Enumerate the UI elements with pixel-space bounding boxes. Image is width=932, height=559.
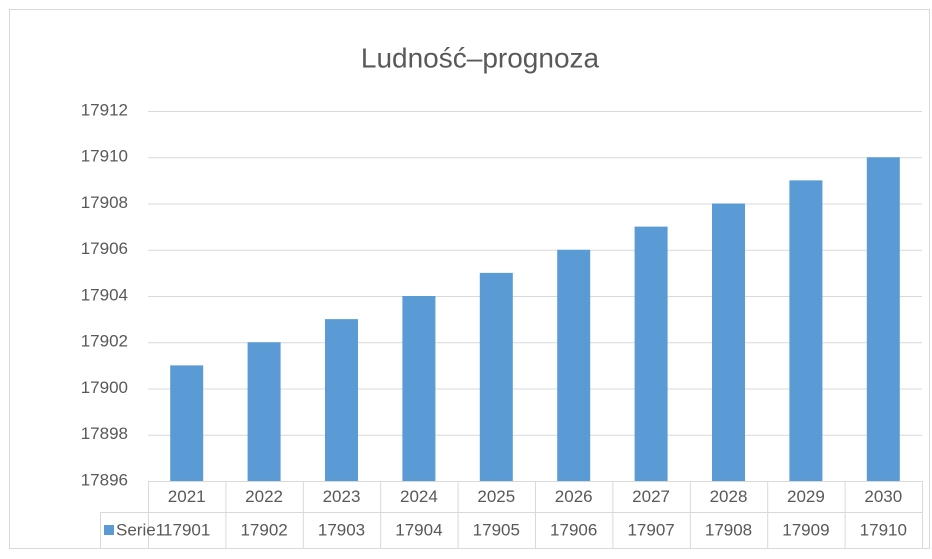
x-tick-label: 2025	[477, 487, 515, 506]
bar	[325, 319, 358, 481]
y-tick-label: 17910	[81, 147, 128, 166]
table-value: 17901	[163, 520, 210, 539]
table-value: 17902	[240, 520, 287, 539]
bar	[557, 249, 591, 481]
bar	[402, 296, 436, 481]
y-tick-label: 17912	[81, 100, 128, 119]
y-tick-label: 17908	[81, 193, 128, 212]
table-value: 17905	[473, 520, 520, 539]
bar	[789, 180, 823, 481]
chart-title: Ludność–prognoza	[361, 42, 600, 73]
bar	[170, 365, 204, 481]
legend-swatch	[104, 525, 114, 535]
y-tick-label: 17902	[81, 332, 128, 351]
x-tick-label: 2030	[864, 487, 902, 506]
x-tick-label: 2024	[400, 487, 438, 506]
y-tick-label: 17900	[81, 378, 128, 397]
bar	[866, 157, 900, 481]
table-value: 17903	[318, 520, 365, 539]
bar	[634, 226, 668, 481]
x-tick-label: 2028	[710, 487, 748, 506]
x-tick-label: 2029	[787, 487, 825, 506]
table-value: 17906	[550, 520, 597, 539]
y-tick-label: 17898	[81, 424, 128, 443]
table-value: 17910	[860, 520, 907, 539]
table-value: 17907	[627, 520, 674, 539]
x-tick-label: 2023	[323, 487, 361, 506]
chart-border	[9, 9, 930, 549]
x-tick-label: 2026	[555, 487, 593, 506]
bar	[479, 272, 513, 481]
x-tick-label: 2022	[245, 487, 283, 506]
table-value: 17908	[705, 520, 752, 539]
y-tick-label: 17906	[81, 239, 128, 258]
bar	[712, 203, 745, 481]
y-tick-label: 17896	[81, 470, 128, 489]
legend-label: Serie1	[116, 520, 165, 539]
table-value: 17909	[782, 520, 829, 539]
y-tick-label: 17904	[81, 285, 128, 304]
x-tick-label: 2027	[632, 487, 670, 506]
table-value: 17904	[395, 520, 442, 539]
bar	[247, 342, 281, 481]
x-tick-label: 2021	[168, 487, 206, 506]
